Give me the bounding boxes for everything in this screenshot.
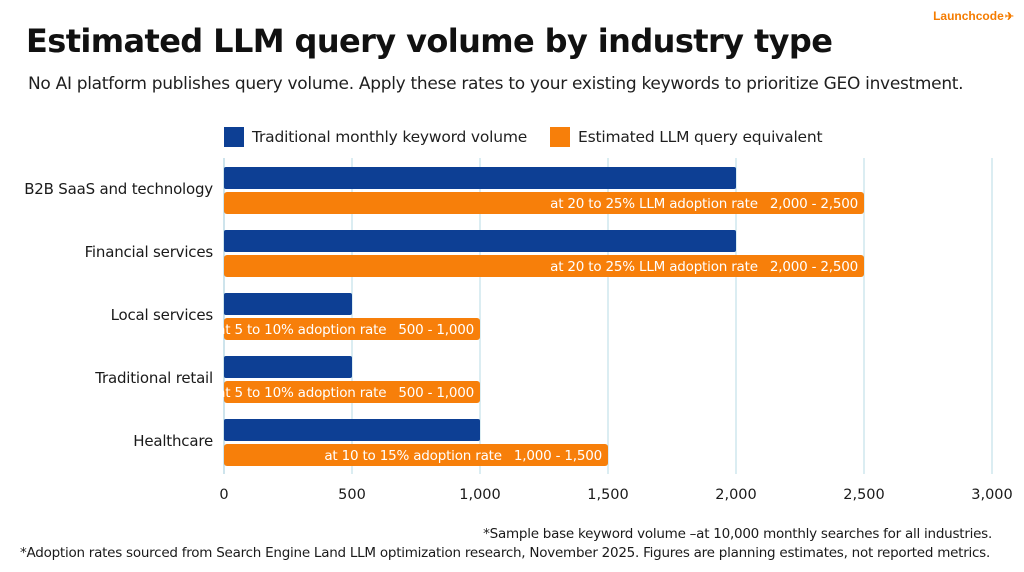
data-label-rate-1: at 20 to 25% LLM adoption rate: [550, 259, 758, 275]
data-label-rate-0: at 20 to 25% LLM adoption rate: [550, 196, 758, 212]
x-tick-label-1: 500: [338, 487, 366, 503]
chart-title: Estimated LLM query volume by industry t…: [26, 22, 833, 60]
data-label-range-3: 500 - 1,000: [398, 385, 474, 401]
bar-keyword-volume-1: [224, 230, 736, 252]
bar-llm-equivalent-1: [224, 255, 864, 277]
category-label-4: Healthcare: [133, 432, 213, 450]
data-label-rate-2: at 5 to 10% adoption rate: [217, 322, 386, 338]
category-label-2: Local services: [111, 306, 214, 324]
data-label-range-2: 500 - 1,000: [398, 322, 474, 338]
brand-name: Launchcode: [933, 9, 1004, 23]
bar-llm-equivalent-2: [224, 318, 480, 340]
bar-llm-equivalent-4: [224, 444, 608, 466]
category-label-1: Financial services: [85, 243, 214, 261]
plane-icon: ✈: [1004, 11, 1014, 23]
legend-label-llm-equivalent: Estimated LLM query equivalent: [578, 128, 823, 146]
data-label-rate-3: at 5 to 10% adoption rate: [217, 385, 386, 401]
legend-item-llm-equivalent: Estimated LLM query equivalent: [550, 127, 823, 147]
bar-keyword-volume-2: [224, 293, 352, 315]
chart-subtitle: No AI platform publishes query volume. A…: [28, 74, 964, 94]
bar-keyword-volume-0: [224, 167, 736, 189]
data-label-rate-4: at 10 to 15% adoption rate: [324, 448, 502, 464]
footnote-sample-volume: *Sample base keyword volume –at 10,000 m…: [483, 526, 992, 542]
x-tick-label-4: 2,000: [715, 487, 757, 503]
legend-swatch-keyword-volume: [224, 127, 244, 147]
category-label-0: B2B SaaS and technology: [24, 180, 213, 198]
x-tick-label-3: 1,500: [587, 487, 629, 503]
bar-keyword-volume-4: [224, 419, 480, 441]
bar-chart: 0 500 1,000 1,500 2,000 2,500 3,000 B2B SaaS an…: [24, 158, 1013, 503]
data-label-range-1: 2,000 - 2,500: [770, 259, 858, 275]
brand-logo: Launchcode✈: [933, 9, 1014, 23]
data-label-range-0: 2,000 - 2,500: [770, 196, 858, 212]
x-tick-label-2: 1,000: [459, 487, 501, 503]
bar-llm-equivalent-3: [224, 381, 480, 403]
bar-llm-equivalent-0: [224, 192, 864, 214]
chart-legend: Traditional monthly keyword volume Estim…: [0, 127, 1024, 151]
x-tick-label-0: 0: [219, 487, 228, 503]
x-tick-label-5: 2,500: [843, 487, 885, 503]
legend-item-keyword-volume: Traditional monthly keyword volume: [224, 127, 527, 147]
bar-keyword-volume-3: [224, 356, 352, 378]
legend-swatch-llm-equivalent: [550, 127, 570, 147]
category-label-3: Traditional retail: [94, 369, 213, 387]
x-tick-label-6: 3,000: [971, 487, 1013, 503]
data-label-range-4: 1,000 - 1,500: [514, 448, 602, 464]
footnote-adoption-source: *Adoption rates sourced from Search Engi…: [20, 545, 990, 561]
legend-label-keyword-volume: Traditional monthly keyword volume: [252, 128, 528, 146]
